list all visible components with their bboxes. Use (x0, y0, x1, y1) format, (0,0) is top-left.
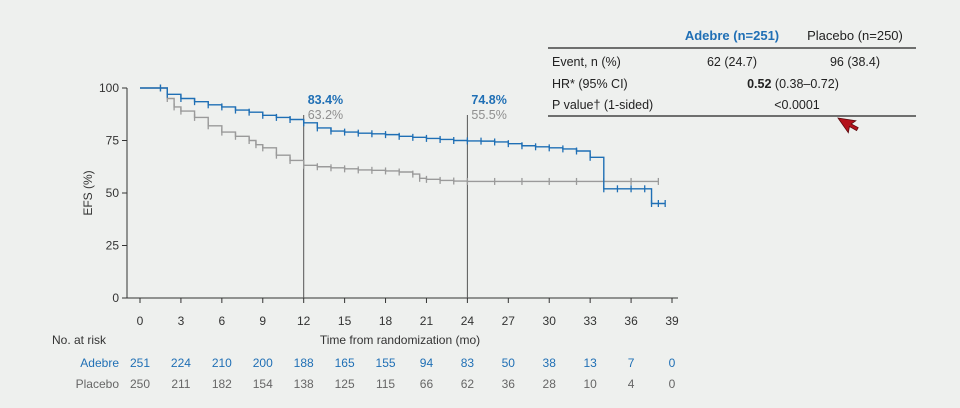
x-tick-label: 36 (624, 314, 638, 328)
landmark-adebre-label: 83.4% (308, 93, 343, 107)
stats-hr-point: 0.52 (747, 77, 771, 91)
x-tick-label: 0 (137, 314, 144, 328)
stats-event-placebo: 96 (38.4) (830, 55, 880, 69)
x-tick-label: 24 (461, 314, 475, 328)
risk-value-placebo: 66 (420, 377, 434, 391)
risk-value-placebo: 62 (461, 377, 475, 391)
stats-table: Adebre (n=251) Placebo (n=250) Event, n … (548, 28, 916, 117)
risk-value-adebre: 251 (130, 356, 150, 370)
stats-hr-value: 0.52 (0.38–0.72) (747, 77, 839, 91)
x-tick-label: 21 (420, 314, 434, 328)
stats-row-label-hr: HR* (95% CI) (552, 77, 628, 91)
risk-value-placebo: 138 (294, 377, 314, 391)
x-tick-label: 30 (543, 314, 557, 328)
landmark-placebo-label: 55.5% (471, 108, 506, 122)
risk-row-label-placebo: Placebo (76, 377, 120, 391)
censor-marks-adebre (159, 84, 666, 207)
y-axis-label: EFS (%) (81, 170, 95, 215)
risk-value-adebre: 0 (669, 356, 676, 370)
stats-row-label-event: Event, n (%) (552, 55, 621, 69)
risk-value-placebo: 125 (335, 377, 355, 391)
stats-event-adebre: 62 (24.7) (707, 55, 757, 69)
x-tick-label: 33 (583, 314, 597, 328)
risk-value-adebre: 83 (461, 356, 475, 370)
risk-value-adebre: 7 (628, 356, 635, 370)
risk-table: 251 224 210 200 188 165 155 94 83 50 38 13 7 0 250 211 1… (130, 356, 676, 391)
risk-value-adebre: 210 (212, 356, 232, 370)
stats-header-adebre: Adebre (n=251) (685, 28, 779, 43)
risk-value-placebo: 154 (253, 377, 273, 391)
x-tick-label: 9 (259, 314, 266, 328)
y-tick-label: 0 (112, 291, 119, 305)
risk-value-placebo: 0 (669, 377, 676, 391)
risk-value-placebo: 115 (376, 377, 395, 391)
x-ticks: 0 3 6 9 12 15 18 21 24 27 30 33 36 39 (137, 298, 679, 328)
y-ticks: 0 25 50 75 100 (99, 81, 127, 305)
x-tick-label: 6 (219, 314, 226, 328)
risk-value-placebo: 4 (628, 377, 635, 391)
censor-marks-placebo (159, 84, 660, 185)
risk-value-adebre: 38 (543, 356, 557, 370)
stats-hr-ci: (0.38–0.72) (771, 77, 838, 91)
x-tick-label: 12 (297, 314, 311, 328)
risk-value-adebre: 200 (253, 356, 273, 370)
risk-value-placebo: 211 (171, 377, 190, 391)
y-tick-label: 50 (106, 186, 120, 200)
risk-value-placebo: 10 (583, 377, 597, 391)
cursor-arrow-icon (837, 117, 859, 134)
x-tick-label: 39 (665, 314, 679, 328)
risk-table-title: No. at risk (52, 333, 107, 347)
stats-header-placebo: Placebo (n=250) (807, 28, 903, 43)
risk-value-adebre: 50 (502, 356, 516, 370)
x-tick-label: 3 (178, 314, 185, 328)
risk-value-adebre: 155 (376, 356, 396, 370)
x-axis-label: Time from randomization (mo) (320, 333, 480, 347)
y-tick-label: 100 (99, 81, 119, 95)
stats-p-value: <0.0001 (774, 98, 820, 112)
landmark-placebo-label: 63.2% (308, 108, 343, 122)
survival-curves (140, 84, 666, 207)
y-tick-label: 25 (106, 239, 120, 253)
risk-value-placebo: 182 (212, 377, 232, 391)
stats-row-label-p: P value† (1-sided) (552, 98, 653, 112)
x-tick-label: 15 (338, 314, 352, 328)
x-tick-label: 27 (502, 314, 516, 328)
x-tick-label: 18 (379, 314, 393, 328)
risk-value-adebre: 94 (420, 356, 434, 370)
risk-value-placebo: 250 (130, 377, 150, 391)
risk-value-adebre: 165 (335, 356, 355, 370)
risk-value-adebre: 224 (171, 356, 191, 370)
y-tick-label: 75 (106, 134, 120, 148)
landmark-adebre-label: 74.8% (471, 93, 506, 107)
risk-value-adebre: 13 (583, 356, 597, 370)
risk-row-label-adebre: Adebre (80, 356, 119, 370)
risk-value-placebo: 28 (543, 377, 557, 391)
landmarks: 83.4%63.2% 74.8%55.5% (303, 93, 507, 298)
risk-value-placebo: 36 (502, 377, 516, 391)
risk-value-adebre: 188 (294, 356, 314, 370)
